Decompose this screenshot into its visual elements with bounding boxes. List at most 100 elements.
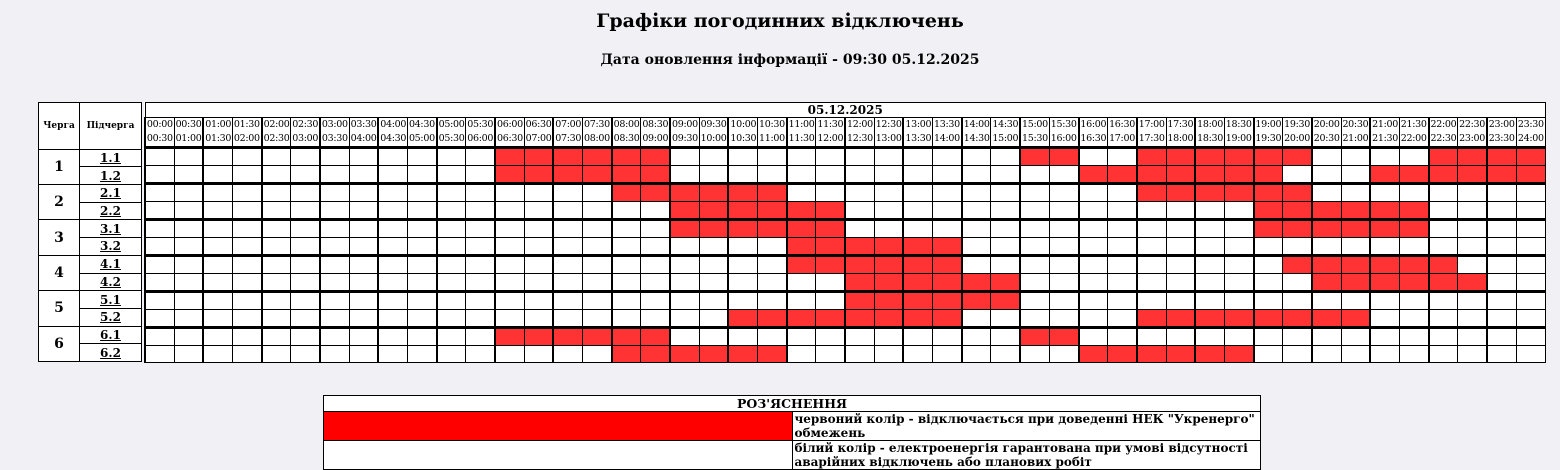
subqueue-cell: 3.2	[79, 237, 142, 256]
power-cell	[1282, 290, 1313, 310]
outage-cell	[815, 201, 846, 220]
power-cell	[348, 237, 379, 256]
power-cell	[1077, 201, 1109, 220]
slot-start: 09:30	[700, 119, 727, 130]
power-cell	[465, 146, 496, 166]
power-cell	[610, 254, 642, 274]
subqueue-link-2.2[interactable]: 2.2	[100, 204, 121, 219]
power-cell	[1515, 237, 1547, 256]
power-cell	[1077, 218, 1109, 238]
power-cell	[873, 345, 904, 363]
outage-cell	[640, 165, 671, 184]
outage-cell	[552, 165, 584, 184]
power-cell	[815, 345, 846, 363]
power-cell	[1107, 146, 1138, 166]
power-cell	[435, 146, 467, 166]
power-cell	[669, 165, 700, 184]
power-cell	[844, 146, 875, 166]
power-cell	[1282, 326, 1313, 346]
power-cell	[1135, 273, 1167, 292]
power-cell	[1048, 218, 1080, 238]
power-cell	[348, 146, 379, 166]
power-cell	[494, 290, 525, 310]
slot-end: 05:00	[408, 133, 435, 144]
power-cell	[348, 273, 379, 292]
subqueue-link-3.1[interactable]: 3.1	[100, 221, 121, 236]
power-cell	[319, 345, 350, 363]
time-slot-header: 17:00 17:30	[1135, 117, 1167, 148]
outage-cell	[1252, 146, 1284, 166]
power-cell	[1457, 218, 1488, 238]
power-cell	[435, 165, 467, 184]
power-cell	[260, 146, 292, 166]
power-cell	[1048, 254, 1080, 274]
power-cell	[844, 182, 875, 202]
power-cell	[173, 345, 204, 363]
power-cell	[494, 273, 525, 292]
slot-end: 05:30	[438, 133, 465, 144]
power-cell	[1369, 146, 1400, 166]
subqueue-link-4.2[interactable]: 4.2	[100, 274, 121, 289]
subqueue-link-6.2[interactable]: 6.2	[100, 345, 121, 360]
slot-end: 15:00	[992, 133, 1019, 144]
power-cell	[1427, 182, 1459, 202]
queue-label: 4	[38, 254, 80, 292]
power-cell	[669, 326, 700, 346]
power-cell	[1427, 309, 1459, 328]
subqueue-link-3.2[interactable]: 3.2	[100, 239, 121, 254]
subqueue-link-1.1[interactable]: 1.1	[100, 151, 121, 166]
outage-cell	[990, 290, 1021, 310]
power-cell	[290, 326, 321, 346]
slot-end: 01:30	[205, 133, 232, 144]
outage-cell	[610, 182, 642, 202]
power-cell	[1398, 345, 1430, 363]
time-slot-header: 10:00 10:30	[727, 117, 759, 148]
outage-cell	[698, 345, 729, 363]
time-slot-header: 05:30 06:00	[465, 117, 496, 148]
outage-cell	[1310, 273, 1342, 292]
power-cell	[785, 273, 817, 292]
power-cell	[552, 237, 584, 256]
power-cell	[1369, 182, 1400, 202]
power-cell	[727, 165, 759, 184]
power-cell	[698, 146, 729, 166]
subqueue-link-1.2[interactable]: 1.2	[100, 168, 121, 183]
power-cell	[1223, 290, 1255, 310]
slot-end: 03:00	[292, 133, 319, 144]
outage-cell	[494, 326, 525, 346]
power-cell	[1077, 182, 1109, 202]
outage-cell	[640, 182, 671, 202]
power-cell	[990, 326, 1021, 346]
power-cell	[1223, 326, 1255, 346]
power-cell	[757, 165, 788, 184]
power-cell	[1398, 146, 1430, 166]
outage-cell	[669, 201, 700, 220]
power-cell	[435, 273, 467, 292]
power-cell	[582, 237, 613, 256]
outage-cell	[1077, 165, 1109, 184]
subqueue-link-4.1[interactable]: 4.1	[100, 257, 121, 272]
outage-cell	[1135, 345, 1167, 363]
slot-start: 14:30	[992, 119, 1019, 130]
outage-cell	[757, 309, 788, 328]
power-cell	[1485, 254, 1517, 274]
power-cell	[523, 290, 554, 310]
slot-start: 13:30	[934, 119, 960, 130]
power-cell	[1340, 326, 1371, 346]
power-cell	[1107, 237, 1138, 256]
power-cell	[1340, 146, 1371, 166]
subqueue-link-2.1[interactable]: 2.1	[100, 186, 121, 201]
power-cell	[260, 273, 292, 292]
outage-cell	[902, 237, 934, 256]
time-slot-header: 04:30 05:00	[407, 117, 438, 148]
subqueue-link-6.1[interactable]: 6.1	[100, 327, 121, 342]
power-cell	[727, 146, 759, 166]
outage-cell	[902, 273, 934, 292]
subqueue-cell: 6.1	[79, 325, 142, 345]
power-cell	[202, 146, 234, 166]
slot-start: 23:00	[1488, 119, 1515, 130]
subqueue-link-5.1[interactable]: 5.1	[100, 292, 121, 307]
power-cell	[523, 273, 554, 292]
subqueue-link-5.2[interactable]: 5.2	[100, 310, 121, 325]
time-slot-header: 07:30 08:00	[582, 117, 613, 148]
